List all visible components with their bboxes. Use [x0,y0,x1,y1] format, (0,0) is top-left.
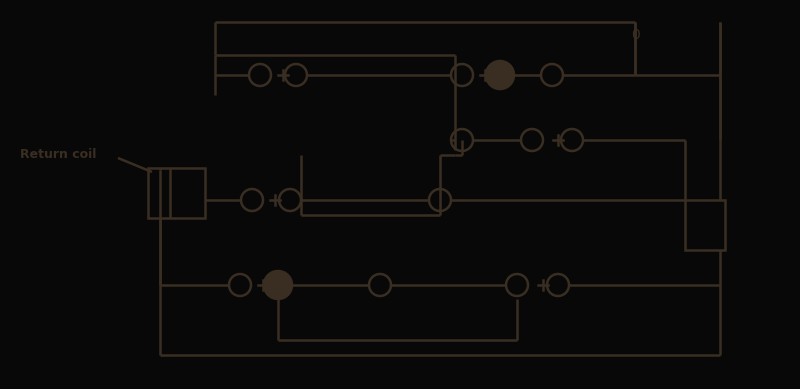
Text: Return coil: Return coil [20,147,96,161]
Text: 0: 0 [632,28,640,42]
Circle shape [486,61,514,89]
Bar [148,168,205,218]
Circle shape [264,271,292,299]
Bar [685,200,725,250]
